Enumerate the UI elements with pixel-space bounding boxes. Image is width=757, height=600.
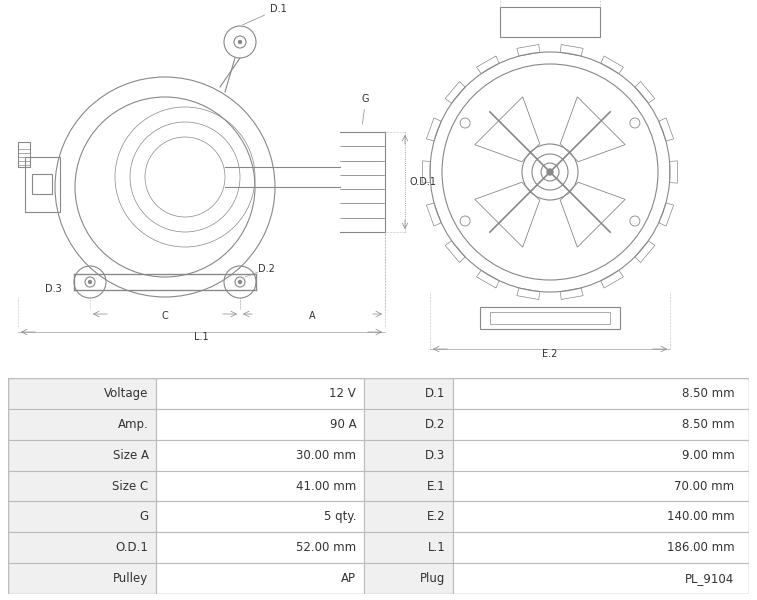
FancyBboxPatch shape [156, 502, 363, 532]
FancyBboxPatch shape [453, 378, 749, 409]
Bar [500, 7, 600, 37]
Circle shape [238, 40, 241, 43]
Bar [18, 142, 30, 167]
Text: 70.00 mm: 70.00 mm [674, 479, 734, 493]
FancyBboxPatch shape [363, 409, 453, 440]
FancyBboxPatch shape [453, 532, 749, 563]
Text: A: A [309, 311, 316, 321]
Text: 8.50 mm: 8.50 mm [682, 418, 734, 431]
Text: Plug: Plug [420, 572, 445, 585]
Bar [480, 307, 620, 329]
Text: AP: AP [341, 572, 357, 585]
Text: Size C: Size C [112, 479, 148, 493]
Bar [490, 312, 610, 324]
FancyBboxPatch shape [156, 378, 363, 409]
Text: D.2: D.2 [258, 264, 275, 274]
Text: 52.00 mm: 52.00 mm [296, 541, 357, 554]
Text: L.1: L.1 [428, 541, 445, 554]
FancyBboxPatch shape [156, 563, 363, 594]
FancyBboxPatch shape [453, 563, 749, 594]
Bar [32, 174, 52, 194]
Text: D.1: D.1 [425, 387, 445, 400]
FancyBboxPatch shape [8, 532, 156, 563]
FancyBboxPatch shape [363, 378, 453, 409]
Text: Size A: Size A [113, 449, 148, 461]
FancyBboxPatch shape [156, 409, 363, 440]
Text: G: G [362, 94, 369, 124]
FancyBboxPatch shape [453, 502, 749, 532]
FancyBboxPatch shape [363, 502, 453, 532]
FancyBboxPatch shape [8, 502, 156, 532]
FancyBboxPatch shape [363, 563, 453, 594]
FancyBboxPatch shape [8, 470, 156, 502]
FancyBboxPatch shape [8, 409, 156, 440]
FancyBboxPatch shape [453, 470, 749, 502]
Text: D.2: D.2 [425, 418, 445, 431]
Text: C: C [162, 311, 168, 321]
FancyBboxPatch shape [8, 440, 156, 470]
FancyBboxPatch shape [363, 532, 453, 563]
Text: 186.00 mm: 186.00 mm [667, 541, 734, 554]
Bar [25, 157, 60, 212]
Text: 5 qty.: 5 qty. [324, 511, 357, 523]
FancyBboxPatch shape [8, 563, 156, 594]
Text: E.2: E.2 [427, 511, 445, 523]
FancyBboxPatch shape [453, 440, 749, 470]
FancyBboxPatch shape [156, 470, 363, 502]
FancyBboxPatch shape [156, 532, 363, 563]
FancyBboxPatch shape [453, 409, 749, 440]
Text: D.3: D.3 [425, 449, 445, 461]
Text: G: G [139, 511, 148, 523]
Text: E.2: E.2 [542, 349, 558, 359]
Circle shape [238, 280, 241, 283]
Text: 90 A: 90 A [329, 418, 357, 431]
Circle shape [547, 169, 553, 175]
Text: D.3: D.3 [45, 284, 62, 294]
Circle shape [89, 280, 92, 283]
Text: 9.00 mm: 9.00 mm [682, 449, 734, 461]
FancyBboxPatch shape [363, 440, 453, 470]
FancyBboxPatch shape [363, 470, 453, 502]
Text: Pulley: Pulley [114, 572, 148, 585]
Text: Amp.: Amp. [118, 418, 148, 431]
Text: O.D.1: O.D.1 [116, 541, 148, 554]
Text: PL_9104: PL_9104 [685, 572, 734, 585]
Text: Voltage: Voltage [104, 387, 148, 400]
Text: 140.00 mm: 140.00 mm [667, 511, 734, 523]
Text: O.D.1: O.D.1 [410, 177, 437, 187]
FancyBboxPatch shape [156, 440, 363, 470]
Text: 30.00 mm: 30.00 mm [296, 449, 357, 461]
Text: 8.50 mm: 8.50 mm [682, 387, 734, 400]
Text: 12 V: 12 V [329, 387, 357, 400]
Text: 41.00 mm: 41.00 mm [296, 479, 357, 493]
Text: D.1: D.1 [242, 4, 287, 25]
Text: L.1: L.1 [194, 332, 208, 342]
FancyBboxPatch shape [8, 378, 156, 409]
Text: E.1: E.1 [427, 479, 445, 493]
